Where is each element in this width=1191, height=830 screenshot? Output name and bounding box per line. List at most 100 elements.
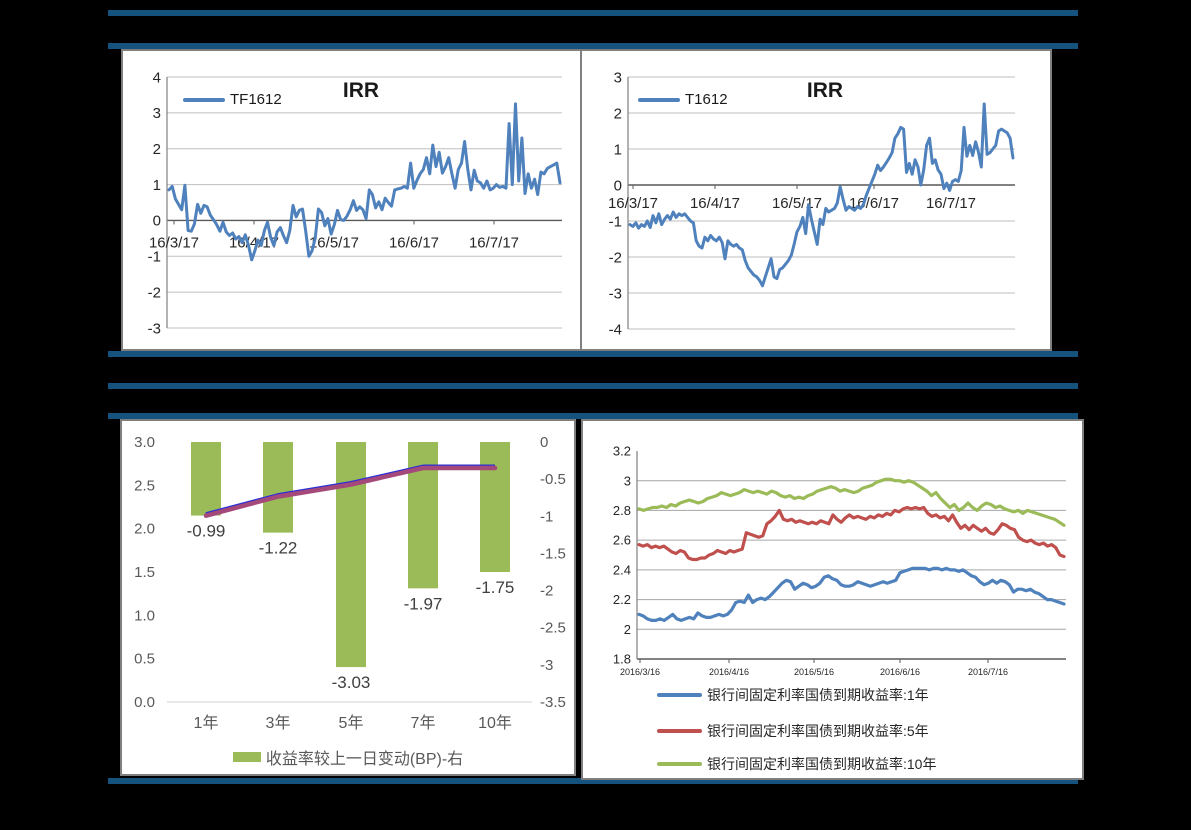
tf1612-irr-chart: 4 3 2 1 0 -1 -2 -3 16/3/17 16/4/17 16/5/17 16/6/17 1… <box>123 51 580 349</box>
left-axis-label: 0.5 <box>134 651 155 668</box>
series-line <box>637 566 1066 622</box>
right-axis-label: -1.5 <box>540 545 566 562</box>
tf1612-legend-label: TF1612 <box>230 91 282 108</box>
tf1612-legend: TF1612 <box>183 91 282 108</box>
y-axis-label: -3 <box>148 320 161 337</box>
y-axis-label: 0 <box>614 177 622 194</box>
right-axis-label: -2.5 <box>540 620 566 637</box>
x-axis-label: 16/4/17 <box>690 195 740 212</box>
x-axis-label: 2016/6/16 <box>880 667 920 677</box>
y-axis-label: -1 <box>609 213 622 230</box>
right-axis-label: -2 <box>540 583 553 600</box>
y-axis-label: 3 <box>153 105 161 122</box>
left-axis-label: 1.0 <box>134 607 155 624</box>
bar <box>408 442 438 589</box>
cgb-legend-1y-label: 银行间固定利率国债到期收益率:1年 <box>707 687 929 703</box>
cgb-yields-panel: 3.2 3 2.8 2.6 2.4 2.2 2 1.8 2016/3/16 2016/4/16 20… <box>581 419 1084 780</box>
x-axis-label: 16/6/17 <box>389 234 439 251</box>
bar-value-label: -0.99 <box>187 522 226 541</box>
divider-bar-6 <box>108 778 1078 784</box>
x-axis-label: 16/3/17 <box>149 234 199 251</box>
bar <box>191 442 221 516</box>
y-axis-label: 4 <box>153 69 161 86</box>
y-axis-label: 0 <box>153 213 161 230</box>
divider-bar-4 <box>108 383 1078 389</box>
y-axis-label: -3 <box>609 285 622 302</box>
cgb-legend-5y-swatch <box>657 729 702 733</box>
bar <box>263 442 293 533</box>
y-axis-label: 2 <box>153 141 161 158</box>
bar <box>336 442 366 668</box>
left-axis-label: 1.5 <box>134 564 155 581</box>
cgb-legend-10y-swatch <box>657 762 702 766</box>
divider-bar-2 <box>108 43 1078 49</box>
curve-line-magenta <box>203 465 498 518</box>
category-label: 10年 <box>478 714 512 732</box>
bar-value-label: -1.97 <box>404 594 443 613</box>
y-axis-label: 1 <box>153 177 161 194</box>
y-axis-label: -2 <box>609 249 622 266</box>
y-axis-label: 2.6 <box>613 533 631 548</box>
cgb-legend-10y-label: 银行间固定利率国债到期收益率:10年 <box>707 756 937 772</box>
x-axis-label: 2016/7/16 <box>968 667 1008 677</box>
y-axis-label: 3.2 <box>613 444 631 459</box>
t1612-irr-chart: 3 2 1 0 -1 -2 -3 -4 16/3/17 16/4/17 16/5/17 16/6/17… <box>582 51 1050 349</box>
series-line <box>637 505 1066 562</box>
y-axis-label: 1.8 <box>613 652 631 667</box>
cgb-legend-5y: 银行间固定利率国债到期收益率:5年 <box>657 721 929 741</box>
bar-value-label: -1.75 <box>476 578 515 597</box>
x-axis-label: 16/7/17 <box>926 195 976 212</box>
y-axis-label: -1 <box>148 249 161 266</box>
divider-bar-3 <box>108 351 1078 357</box>
x-axis-label: 16/7/17 <box>469 234 519 251</box>
y-axis-label: 2.8 <box>613 503 631 518</box>
category-label: 5年 <box>339 714 364 732</box>
cgb-legend-1y-swatch <box>657 693 702 697</box>
series-line <box>628 102 1015 288</box>
cgb-legend-10y: 银行间固定利率国债到期收益率:10年 <box>657 754 936 774</box>
bar-value-label: -1.22 <box>259 539 298 558</box>
y-axis-label: 2 <box>614 105 622 122</box>
divider-bar-5 <box>108 413 1078 419</box>
cgb-legend-1y: 银行间固定利率国债到期收益率:1年 <box>657 685 929 705</box>
y-axis-label: 1 <box>614 141 622 158</box>
tf1612-chart-title: IRR <box>342 79 380 102</box>
y-axis-label: -4 <box>609 321 622 338</box>
t1612-legend: T1612 <box>638 91 728 108</box>
yield-change-panel: 3.0 2.5 2.0 1.5 1.0 0.5 0.0 0 -0.5 -1 -1.5 -2 -2.5 -3… <box>120 419 576 776</box>
y-axis-label: 2 <box>624 622 631 637</box>
y-axis-label: -2 <box>148 284 161 301</box>
cgb-legend-5y-label: 银行间固定利率国债到期收益率:5年 <box>707 723 929 739</box>
irr-charts-panel: 4 3 2 1 0 -1 -2 -3 16/3/17 16/4/17 16/5/17 16/6/17 1… <box>121 49 1052 351</box>
yield-change-legend-swatch <box>232 752 261 762</box>
right-axis-label: -0.5 <box>540 471 566 488</box>
irr-panel-divider <box>580 51 582 349</box>
t1612-legend-label: T1612 <box>685 91 728 108</box>
x-axis-label: 16/5/17 <box>772 195 822 212</box>
divider-bar-1 <box>108 10 1078 16</box>
y-axis-label: 2.4 <box>613 562 631 577</box>
left-axis-label: 2.5 <box>134 477 155 494</box>
tf1612-legend-swatch <box>183 97 225 102</box>
category-label: 1年 <box>194 714 219 732</box>
category-label: 3年 <box>266 714 291 732</box>
y-axis-label: 3 <box>624 473 631 488</box>
yield-change-chart-canvas: 3.0 2.5 2.0 1.5 1.0 0.5 0.0 0 -0.5 -1 -1.5 -2 -2.5 -3… <box>134 434 566 732</box>
x-axis-label: 2016/4/16 <box>709 667 749 677</box>
y-axis-label: 3 <box>614 69 622 86</box>
y-axis-label: 2.2 <box>613 592 631 607</box>
x-axis-label: 2016/3/16 <box>620 667 660 677</box>
bar <box>480 442 510 572</box>
yield-change-legend: 收益率较上一日变动(BP)-右 <box>122 745 574 769</box>
left-axis-label: 0.0 <box>134 694 155 711</box>
left-axis-label: 3.0 <box>134 434 155 451</box>
t1612-chart-title: IRR <box>806 79 844 102</box>
left-axis-label: 2.0 <box>134 521 155 538</box>
yield-change-legend-label: 收益率较上一日变动(BP)-右 <box>265 751 464 768</box>
right-axis-label: -3 <box>540 657 553 674</box>
right-axis-label: 0 <box>540 434 548 451</box>
